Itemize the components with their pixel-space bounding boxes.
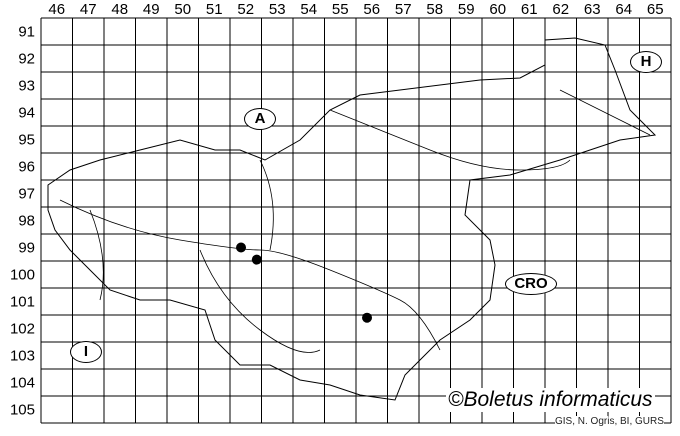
row-label: 92	[18, 51, 35, 68]
column-label: 56	[363, 1, 380, 18]
row-label: 93	[18, 78, 35, 95]
row-label: 101	[10, 294, 35, 311]
copyright-credit: ©Boletus informaticus	[446, 388, 655, 412]
row-label: 104	[10, 375, 35, 392]
row-label: 95	[18, 132, 35, 149]
row-label: 100	[10, 267, 35, 284]
column-label: 49	[143, 1, 160, 18]
rivers	[59, 89, 651, 353]
row-label: 97	[18, 186, 35, 203]
column-label: 48	[111, 1, 128, 18]
column-labels: 46 47 48 49 50 51 52 53 54 55 56 57 58 59 60 61 62 63 64 65	[48, 1, 663, 18]
column-label: 62	[552, 1, 569, 18]
record-points	[236, 242, 373, 323]
record-point	[236, 242, 247, 253]
data-source: GIS, N. Ogris, BI, GURS	[555, 416, 664, 427]
country-label-austria: A	[244, 108, 276, 130]
row-label: 99	[18, 240, 35, 257]
column-label: 46	[48, 1, 65, 18]
country-label-hungary: H	[630, 51, 662, 73]
row-label: 102	[10, 321, 35, 338]
column-label: 51	[206, 1, 223, 18]
column-label: 64	[615, 1, 632, 18]
row-label: 103	[10, 348, 35, 365]
row-labels: 91 92 93 94 95 96 97 98 99 100 101 102 103 104 105	[10, 24, 35, 419]
column-label: 61	[521, 1, 538, 18]
column-label: 53	[269, 1, 286, 18]
column-label: 50	[174, 1, 191, 18]
grid-lines	[40, 17, 672, 424]
column-label: 63	[584, 1, 601, 18]
column-label: 59	[458, 1, 475, 18]
record-point	[251, 254, 262, 265]
row-label: 98	[18, 213, 35, 230]
row-label: 91	[18, 24, 35, 41]
row-label: 105	[10, 402, 35, 419]
record-point	[362, 312, 373, 323]
country-label-italy: I	[70, 341, 102, 363]
column-label: 55	[332, 1, 349, 18]
column-label: 57	[395, 1, 412, 18]
column-label: 54	[300, 1, 317, 18]
column-label: 60	[489, 1, 506, 18]
column-label: 65	[647, 1, 664, 18]
country-label-croatia: CRO	[505, 273, 557, 295]
column-label: 52	[237, 1, 254, 18]
row-label: 94	[18, 105, 35, 122]
country-border	[47, 37, 657, 401]
row-label: 96	[18, 159, 35, 176]
column-label: 58	[426, 1, 443, 18]
column-label: 47	[80, 1, 97, 18]
